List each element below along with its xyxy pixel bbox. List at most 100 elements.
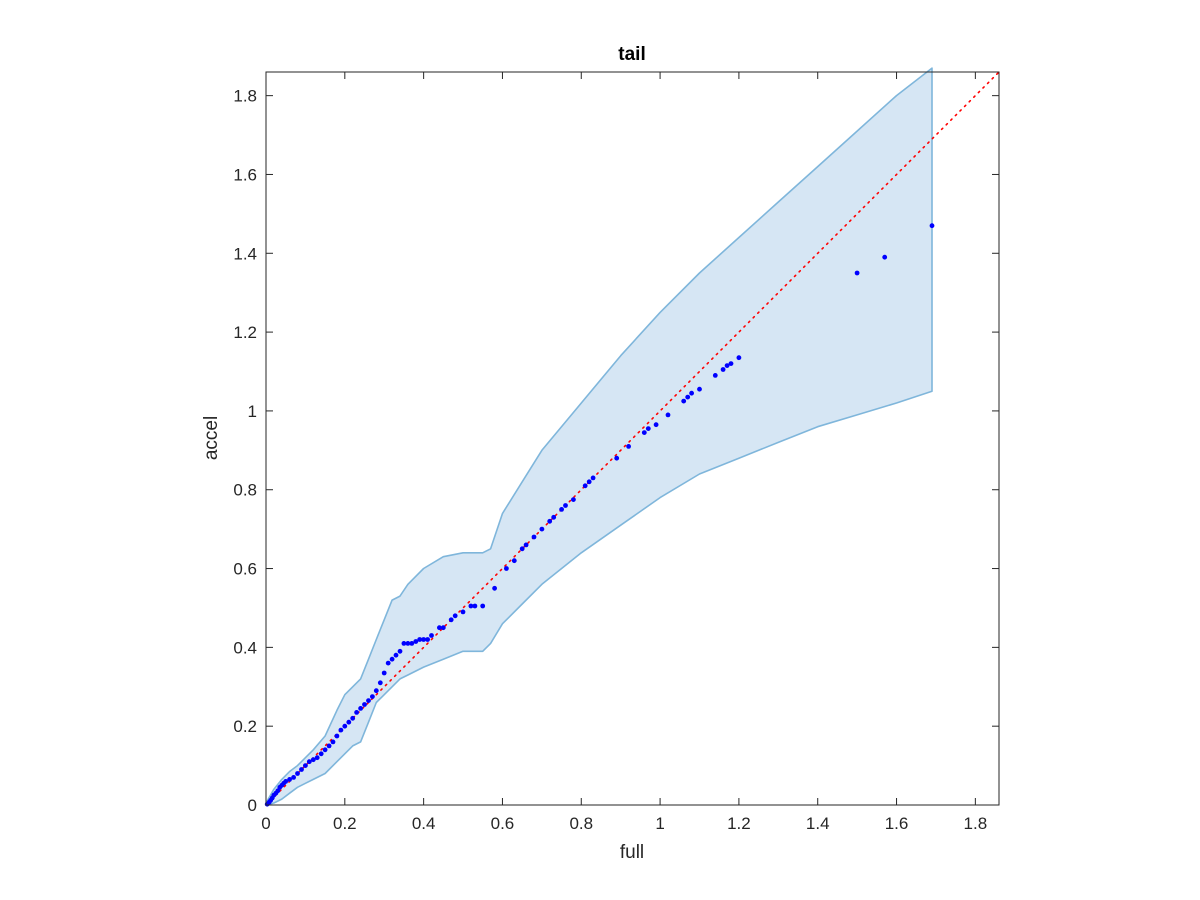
band-area xyxy=(265,67,933,806)
data-point xyxy=(397,648,403,654)
data-point xyxy=(645,426,651,431)
data-point xyxy=(405,641,411,646)
data-point xyxy=(334,733,340,739)
data-point xyxy=(854,270,860,276)
data-point xyxy=(437,625,442,631)
y-tick-label: 0.6 xyxy=(233,560,257,579)
data-point xyxy=(728,361,734,366)
data-point xyxy=(350,715,356,721)
data-point xyxy=(385,660,391,666)
data-point xyxy=(401,641,407,646)
y-tick-label: 0 xyxy=(248,796,257,815)
x-tick-label: 1.2 xyxy=(727,814,751,833)
data-point xyxy=(362,702,367,707)
data-point xyxy=(460,609,466,615)
data-point xyxy=(626,444,631,449)
x-tick-label: 1.8 xyxy=(964,814,988,833)
y-tick-label: 1.8 xyxy=(233,87,257,106)
data-point xyxy=(571,497,576,502)
plot-area xyxy=(264,67,1000,807)
data-point xyxy=(653,422,659,428)
data-point xyxy=(720,367,726,372)
data-point xyxy=(685,394,691,400)
data-point xyxy=(440,625,446,631)
data-point xyxy=(590,475,596,481)
x-axis-label: full xyxy=(620,842,644,863)
data-point xyxy=(665,412,671,418)
chart-title: tail xyxy=(618,44,645,65)
data-point xyxy=(314,755,320,761)
data-point xyxy=(504,566,509,571)
data-point xyxy=(452,613,458,619)
data-point xyxy=(318,751,324,757)
data-point xyxy=(519,546,525,552)
data-point xyxy=(468,603,474,609)
y-tick-label: 0.4 xyxy=(233,638,257,657)
data-point xyxy=(480,603,486,609)
x-tick-label: 1.4 xyxy=(806,814,830,833)
data-point xyxy=(409,641,415,646)
y-tick-label: 1.6 xyxy=(233,165,257,184)
y-axis-label: accel xyxy=(201,416,222,460)
x-axis: 0 0.2 0.4 0.6 0.8 1 1.2 1.4 1.6 1.8 xyxy=(261,72,987,833)
data-point xyxy=(425,637,430,642)
data-point xyxy=(275,788,281,794)
data-point xyxy=(303,763,308,768)
data-point xyxy=(724,363,730,368)
data-points xyxy=(264,223,935,807)
data-point xyxy=(539,526,545,532)
data-point xyxy=(689,390,694,396)
data-point xyxy=(306,759,312,765)
data-point xyxy=(641,430,647,435)
reference-line xyxy=(265,71,1000,806)
data-point xyxy=(299,767,304,772)
data-point xyxy=(370,694,375,699)
data-point xyxy=(531,534,537,540)
data-point xyxy=(523,542,529,548)
data-point xyxy=(681,398,687,404)
data-point xyxy=(586,479,592,485)
reference-diagonal xyxy=(265,71,1000,806)
data-point xyxy=(712,373,718,378)
y-tick-label: 1 xyxy=(248,402,257,421)
data-point xyxy=(929,223,935,229)
y-tick-label: 1.4 xyxy=(233,244,257,263)
x-tick-label: 1 xyxy=(655,814,664,833)
data-point xyxy=(310,757,316,763)
data-point xyxy=(413,639,419,644)
data-point xyxy=(882,254,888,260)
data-point xyxy=(291,775,296,780)
data-point xyxy=(582,483,588,489)
y-tick-label: 0.2 xyxy=(233,717,257,736)
data-point xyxy=(287,777,292,782)
data-point xyxy=(338,727,344,733)
data-point xyxy=(472,603,478,609)
data-point xyxy=(547,518,553,524)
data-point xyxy=(358,706,363,711)
y-tick-label: 1.2 xyxy=(233,323,257,342)
data-point xyxy=(342,723,348,729)
data-point xyxy=(354,710,359,715)
data-point xyxy=(559,507,564,512)
data-point xyxy=(373,688,379,694)
data-point xyxy=(330,739,336,745)
data-point xyxy=(322,747,328,753)
confidence-band xyxy=(265,67,933,806)
y-axis: 0 0.2 0.4 0.6 0.8 1 1.2 1.4 1.6 1.8 xyxy=(233,87,999,815)
data-point xyxy=(492,585,497,591)
data-point xyxy=(417,637,423,642)
x-tick-label: 0.2 xyxy=(333,814,357,833)
x-tick-label: 0.6 xyxy=(491,814,515,833)
data-point xyxy=(389,656,395,662)
data-point xyxy=(736,355,742,361)
x-tick-label: 0.8 xyxy=(569,814,593,833)
data-point xyxy=(366,698,371,703)
x-tick-label: 0.4 xyxy=(412,814,436,833)
data-point xyxy=(377,680,383,686)
data-point xyxy=(551,514,557,520)
data-point xyxy=(421,637,426,642)
data-point xyxy=(346,719,352,725)
data-point xyxy=(393,652,399,658)
data-point xyxy=(381,670,387,676)
